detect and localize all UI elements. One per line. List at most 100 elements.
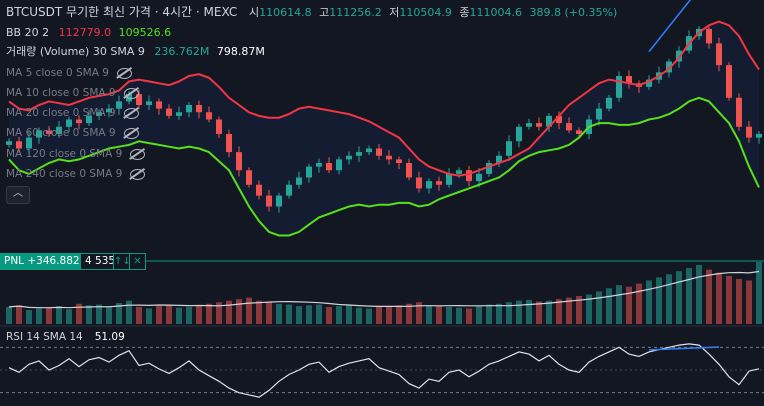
- candle: [46, 126, 52, 137]
- volume-bar: [466, 308, 472, 324]
- volume-bar: [706, 269, 712, 324]
- candle: [416, 171, 422, 193]
- candle: [176, 106, 182, 120]
- volume-bar: [736, 278, 742, 324]
- change-value: 389.8 (+0.35%): [529, 6, 618, 19]
- volume-bar: [646, 280, 652, 324]
- candle-body: [396, 159, 402, 163]
- symbol-title[interactable]: BTCUSDT 무기한 최신 가격 · 4시간 · MEXC: [6, 5, 238, 19]
- eye-hidden-icon[interactable]: [130, 148, 146, 160]
- candle-body: [366, 148, 372, 153]
- volume-bar: [246, 297, 252, 324]
- candle-body: [756, 133, 762, 138]
- pnl-badge[interactable]: PNL +346.8821: [0, 253, 91, 270]
- candle: [106, 104, 112, 118]
- volume-bar: [146, 308, 152, 324]
- ohlc-values: 시110614.8 고111256.2 저110504.9 종111004.6 …: [249, 6, 621, 19]
- eye-hidden-icon[interactable]: [123, 87, 139, 99]
- volume-bar: [286, 304, 292, 324]
- volume-bar: [206, 303, 212, 324]
- bb-legend[interactable]: BB 20 2 112779.0 109526.6: [6, 26, 171, 40]
- collapse-legend-button[interactable]: ︿: [6, 186, 30, 204]
- candle: [236, 146, 242, 177]
- volume-bar: [566, 297, 572, 324]
- grid-lines: [0, 260, 764, 394]
- candle-body: [426, 181, 432, 189]
- volume-bar: [356, 307, 362, 324]
- volume-bar: [196, 305, 202, 324]
- candle: [136, 89, 142, 109]
- volume-bar: [96, 304, 102, 324]
- eye-hidden-icon[interactable]: [123, 127, 139, 139]
- candle-body: [276, 195, 282, 207]
- candle: [436, 176, 442, 191]
- candle-body: [666, 61, 672, 73]
- low-value: 110504.9: [399, 6, 452, 19]
- ma-row-240[interactable]: MA 240 close 0 SMA 9: [6, 167, 146, 181]
- ma-label: MA 10 close 0 SMA 9: [6, 87, 116, 99]
- ma-row-20[interactable]: MA 20 close 0 SMA 9: [6, 106, 139, 120]
- candle-body: [416, 177, 422, 189]
- chevron-up-icon: ︿: [13, 188, 23, 199]
- volume-bar: [606, 288, 612, 324]
- candle-body: [726, 65, 732, 98]
- volume-bar: [366, 308, 372, 324]
- ma-row-120[interactable]: MA 120 close 0 SMA 9: [6, 147, 146, 161]
- candle-body: [166, 108, 172, 116]
- position-quantity[interactable]: 4 535: [80, 253, 121, 270]
- candle-body: [256, 184, 262, 196]
- ma-row-5[interactable]: MA 5 close 0 SMA 9: [6, 66, 132, 80]
- volume-bar: [6, 306, 12, 324]
- volume-bar: [16, 305, 22, 324]
- volume-bar: [496, 303, 502, 324]
- volume-sma-value: 236.762M: [154, 45, 210, 58]
- candle: [216, 116, 222, 138]
- candle: [626, 70, 632, 89]
- eye-hidden-icon[interactable]: [116, 67, 132, 79]
- candle: [36, 127, 42, 144]
- bb-lower-line: [8, 96, 760, 237]
- volume-bar: [326, 306, 332, 324]
- candle: [206, 106, 212, 123]
- close-position-button[interactable]: ✕: [129, 253, 146, 270]
- candle-body: [596, 108, 602, 120]
- rsi-plot: [8, 343, 760, 398]
- candle-body: [326, 163, 332, 171]
- ma-row-60[interactable]: MA 60 close 0 SMA 9: [6, 126, 139, 140]
- high-label: 고: [319, 6, 330, 19]
- candle: [266, 189, 272, 212]
- volume-bar: [536, 301, 542, 324]
- eye-hidden-icon[interactable]: [130, 168, 146, 180]
- candle: [196, 100, 202, 119]
- rsi-legend[interactable]: RSI 14 SMA 14 51.09: [6, 331, 125, 343]
- rsi-line: [8, 343, 760, 398]
- candle: [96, 109, 102, 120]
- reverse-position-button[interactable]: ↑↓: [113, 253, 131, 270]
- volume-bar: [676, 271, 682, 324]
- volume-bar: [386, 306, 392, 324]
- candle: [76, 115, 82, 130]
- volume-value: 798.87M: [216, 45, 265, 58]
- volume-legend[interactable]: 거래량 (Volume) 30 SMA 9 236.762M 798.87M: [6, 45, 265, 59]
- volume-bar: [176, 307, 182, 324]
- volume-bar: [56, 306, 62, 324]
- bb-upper-line: [8, 20, 760, 177]
- candle-body: [296, 177, 302, 185]
- candle-body: [506, 141, 512, 156]
- candle: [26, 131, 32, 154]
- candle: [346, 151, 352, 165]
- candle: [86, 110, 92, 127]
- candle: [6, 138, 12, 148]
- candle: [296, 171, 302, 189]
- candle: [246, 167, 252, 188]
- candle-body: [26, 137, 32, 149]
- rsi-divergence-trendline: [648, 346, 720, 351]
- volume-bar: [336, 306, 342, 324]
- candle-body: [676, 50, 682, 62]
- candle: [706, 24, 712, 49]
- ma-row-10[interactable]: MA 10 close 0 SMA 9: [6, 86, 139, 100]
- candle-body: [606, 97, 612, 109]
- ma-label: MA 240 close 0 SMA 9: [6, 168, 123, 180]
- volume-bar: [616, 285, 622, 324]
- eye-hidden-icon[interactable]: [123, 107, 139, 119]
